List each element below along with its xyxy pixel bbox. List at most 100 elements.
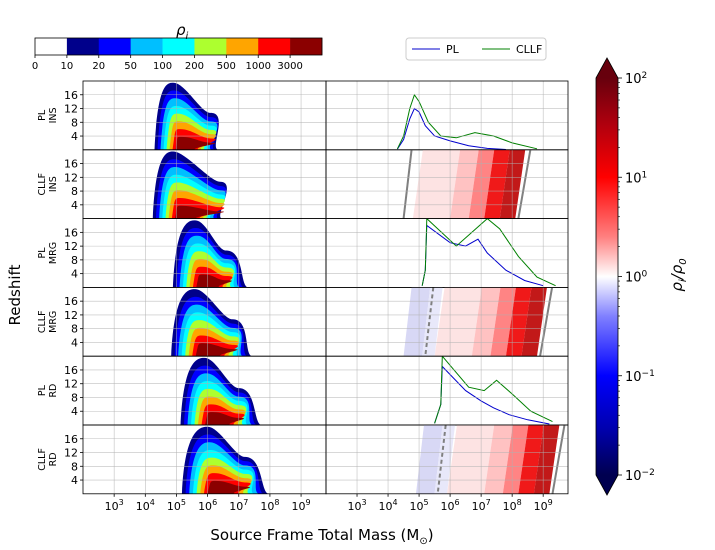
x-tick-label-base: 10: [441, 500, 455, 513]
top-colorbar-tick-label: 3000: [277, 61, 302, 72]
row-label: PLRD: [37, 384, 59, 398]
row-label-line1: CLLF: [37, 310, 48, 333]
top-colorbar-segment: [35, 38, 68, 55]
y-tick-label: 8: [71, 460, 78, 473]
left-panel-contours: [152, 151, 227, 219]
y-axis-label: Redshift: [6, 264, 24, 325]
x-tick-label-exp: 7: [243, 498, 248, 507]
x-tick-label-base: 10: [229, 500, 243, 513]
right-panel-content: [396, 93, 538, 150]
left-panel: [82, 286, 327, 357]
row-label-line2: MRG: [48, 311, 59, 333]
x-tick-label-base: 10: [260, 500, 274, 513]
row-label-line2: INS: [48, 176, 59, 192]
y-tick-label: 4: [71, 130, 78, 143]
y-tick-label: 4: [71, 405, 78, 418]
y-tick-label: 16: [64, 89, 78, 102]
contour-level: [174, 205, 225, 219]
right-colorbar-tick-label-base: 10: [625, 271, 642, 286]
top-colorbar-tick-label: 200: [185, 61, 204, 72]
top-colorbar-segment: [162, 38, 195, 55]
x-tick-label-exp: 6: [212, 498, 217, 507]
top-colorbar-label-main: ρ: [176, 21, 186, 39]
y-tick-label: 12: [64, 447, 78, 460]
top-colorbar-segment: [130, 38, 163, 55]
right-panel: [325, 286, 569, 357]
x-axis-label: Source Frame Total Mass (M⊙): [210, 526, 433, 547]
right-panel: [325, 424, 569, 495]
x-tick-label: 106: [441, 498, 460, 513]
ratio-band: [502, 425, 529, 494]
top-colorbar-tick-label: 500: [217, 61, 236, 72]
right-colorbar-tick-label: 10−1: [625, 369, 655, 385]
x-tick-label-base: 10: [105, 500, 119, 513]
x-tick-label: 105: [410, 498, 429, 513]
y-tick-label: 12: [64, 103, 78, 116]
row-label: CLLFRD: [37, 448, 59, 471]
top-colorbar-segment: [194, 38, 227, 55]
y-tick-label: 12: [64, 171, 78, 184]
x-tick-label: 107: [229, 498, 248, 513]
right-colorbar-tick-label-exp: −2: [642, 468, 655, 478]
right-colorbar-body: [596, 78, 618, 475]
y-tick-label: 8: [71, 254, 78, 267]
x-tick-label-base: 10: [136, 500, 150, 513]
x-tick-label-base: 10: [534, 500, 548, 513]
x-tick-label: 108: [260, 498, 279, 513]
ratio-curve-pl: [434, 365, 550, 425]
row-label: CLLFINS: [37, 173, 59, 196]
ratio-band: [447, 425, 495, 494]
x-tick-label-exp: 3: [361, 498, 366, 507]
contour-level: [175, 136, 216, 150]
boundary-curve: [424, 287, 435, 357]
x-tick-label-base: 10: [472, 500, 486, 513]
x-axis-label-close: ): [428, 526, 434, 544]
left-panel-contours: [181, 426, 269, 494]
ratio-band: [484, 149, 510, 219]
ratio-band: [499, 149, 526, 219]
top-colorbar-tick-label: 50: [124, 61, 137, 72]
right-colorbar-tick-label: 102: [625, 71, 647, 87]
top-colorbar-tick-label: 1000: [245, 61, 270, 72]
ratio-curve-cllf: [434, 356, 553, 424]
right-colorbar-label-num-sub: i: [678, 279, 689, 282]
y-tick-label: 16: [64, 226, 78, 239]
x-tick-label-exp: 8: [274, 498, 279, 507]
ratio-band: [490, 287, 516, 357]
ratio-band: [521, 287, 547, 357]
right-colorbar-tick-label: 10−2: [625, 468, 655, 484]
y-tick-label: 4: [71, 474, 78, 487]
x-tick-label-base: 10: [347, 500, 361, 513]
x-tick-label-exp: 8: [517, 498, 522, 507]
y-tick-label: 4: [71, 336, 78, 349]
top-colorbar-tick-label: 10: [61, 61, 74, 72]
right-colorbar-label-den-sub: 0: [678, 258, 689, 264]
top-colorbar-segment: [98, 38, 131, 55]
left-panel: [82, 355, 327, 426]
left-panel-contours: [171, 289, 252, 357]
boundary-curve: [436, 425, 447, 494]
top-colorbar-tick-label: 20: [92, 61, 105, 72]
right-panel: [325, 80, 569, 151]
x-tick-label-base: 10: [167, 500, 181, 513]
y-tick-label: 16: [64, 295, 78, 308]
x-tick-label-exp: 3: [119, 498, 124, 507]
x-tick-label-exp: 7: [486, 498, 491, 507]
ratio-band-blue: [415, 425, 443, 494]
top-colorbar-segment: [226, 38, 259, 55]
x-tick-label: 109: [292, 498, 311, 513]
top-colorbar-tick-label: 0: [32, 61, 38, 72]
row-label-line1: PL: [37, 384, 48, 396]
panel-grid: PLINS481216CLLFINS481216PLMRG481216CLLFM…: [37, 80, 569, 513]
row-label: PLMRG: [37, 242, 59, 264]
right-colorbar-tick-label-exp: 0: [642, 270, 648, 280]
right-colorbar-tick-label-exp: 1: [642, 170, 648, 180]
x-tick-label-exp: 9: [548, 498, 553, 507]
right-colorbar-tick-label-base: 10: [625, 469, 642, 484]
y-tick-label: 8: [71, 116, 78, 129]
x-tick-label: 109: [534, 498, 553, 513]
